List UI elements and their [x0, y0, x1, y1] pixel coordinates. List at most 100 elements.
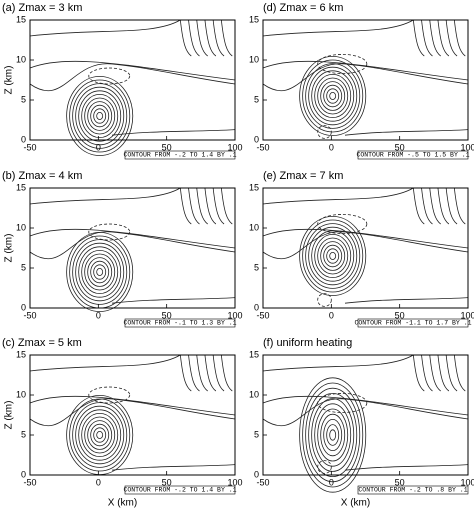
- negative-contour: [317, 125, 332, 139]
- contour-line: [453, 187, 466, 225]
- contour-line: [320, 241, 346, 271]
- x-tick-label: 100: [227, 310, 242, 320]
- contour-line: [96, 430, 104, 439]
- x-tick-label: 100: [460, 310, 474, 320]
- contour-line: [305, 63, 361, 129]
- contour-line: [81, 249, 119, 294]
- contour-line: [29, 395, 236, 416]
- panel-title: (b) Zmax = 4 km: [2, 170, 82, 182]
- contour-line: [437, 354, 450, 392]
- panel-title: (f) uniform heating: [263, 337, 352, 349]
- y-tick-label: 15: [16, 182, 26, 192]
- contour-line: [299, 215, 367, 296]
- contour-line: [87, 101, 113, 131]
- x-tick-label: -50: [256, 142, 269, 152]
- contour-line: [111, 464, 236, 471]
- contour-line: [87, 420, 113, 450]
- y-tick-label: 15: [249, 14, 259, 24]
- contour-line: [75, 242, 125, 302]
- y-tick-label: 10: [16, 389, 26, 399]
- contour-line: [453, 354, 466, 392]
- contour-line: [445, 354, 458, 392]
- contour-line: [66, 76, 134, 156]
- contour-line: [69, 398, 131, 472]
- contour-line: [204, 187, 217, 225]
- contour-line: [429, 19, 441, 57]
- y-tick-label: 10: [249, 389, 259, 399]
- contour-line: [262, 63, 469, 91]
- y-axis-label: Z (km): [4, 66, 15, 95]
- contour-line: [308, 66, 358, 126]
- contour-line: [314, 233, 352, 278]
- contour-line: [329, 251, 337, 260]
- contour-line: [421, 187, 433, 225]
- y-axis-label: Z (km): [4, 401, 15, 430]
- contour-line: [84, 416, 116, 454]
- y-tick-label: 0: [21, 302, 26, 312]
- contour-line: [78, 90, 122, 142]
- contour-line: [421, 354, 433, 392]
- contour-line: [29, 354, 181, 372]
- y-tick-label: 0: [254, 134, 259, 144]
- contour-line: [305, 387, 361, 483]
- plot-frame: [29, 19, 236, 141]
- negative-contour: [88, 386, 131, 404]
- note-box: [357, 318, 469, 328]
- negative-contour: [317, 293, 332, 307]
- contour-line: [78, 246, 122, 298]
- negative-contour: [317, 460, 332, 474]
- y-tick-label: 5: [254, 94, 259, 104]
- y-tick-label: 15: [16, 349, 26, 359]
- contour-line: [212, 187, 225, 225]
- contour-line: [220, 19, 233, 57]
- contour-note: CONTOUR FROM -.2 TO 1.4 BY .1: [123, 152, 236, 159]
- x-tick-label: 50: [162, 142, 172, 152]
- contour-line: [93, 427, 107, 443]
- contour-line: [437, 19, 450, 57]
- contour-line: [317, 408, 349, 462]
- contour-line: [81, 94, 119, 139]
- y-tick-label: 10: [249, 54, 259, 64]
- plot-frame: [29, 354, 236, 476]
- contour-line: [311, 70, 355, 122]
- contour-line: [196, 354, 208, 392]
- x-tick-label: 100: [227, 142, 242, 152]
- y-tick-label: 0: [21, 469, 26, 479]
- contour-line: [75, 405, 125, 465]
- x-tick-label: 0: [96, 310, 101, 320]
- contour-line: [262, 228, 469, 249]
- contour-line: [29, 187, 181, 205]
- contour-line: [445, 187, 458, 225]
- contour-line: [188, 19, 200, 57]
- contour-line: [320, 81, 346, 111]
- x-tick-label: 50: [395, 310, 405, 320]
- contour-line: [299, 56, 367, 136]
- contour-line: [262, 398, 469, 426]
- contour-line: [437, 187, 450, 225]
- contour-line: [317, 237, 349, 275]
- plot-frame: [262, 187, 469, 309]
- x-tick-label: 100: [227, 477, 242, 487]
- y-tick-label: 0: [254, 469, 259, 479]
- contour-line: [179, 187, 192, 225]
- contour-line: [262, 60, 469, 81]
- contour-line: [323, 244, 343, 268]
- contour-line: [326, 88, 340, 104]
- contour-line: [445, 19, 458, 57]
- x-tick-label: 0: [329, 142, 334, 152]
- contour-line: [179, 19, 192, 57]
- x-tick-label: 0: [329, 477, 334, 487]
- contour-line: [188, 354, 200, 392]
- panel-title: (c) Zmax = 5 km: [2, 337, 82, 349]
- x-tick-label: 100: [460, 477, 474, 487]
- plot-frame: [262, 354, 469, 476]
- x-tick-label: -50: [256, 477, 269, 487]
- contour-line: [111, 297, 236, 304]
- contour-line: [302, 59, 364, 133]
- contour-line: [69, 79, 131, 153]
- note-box: [357, 150, 469, 160]
- x-tick-label: -50: [23, 477, 36, 487]
- contour-line: [326, 424, 340, 446]
- y-tick-label: 10: [16, 54, 26, 64]
